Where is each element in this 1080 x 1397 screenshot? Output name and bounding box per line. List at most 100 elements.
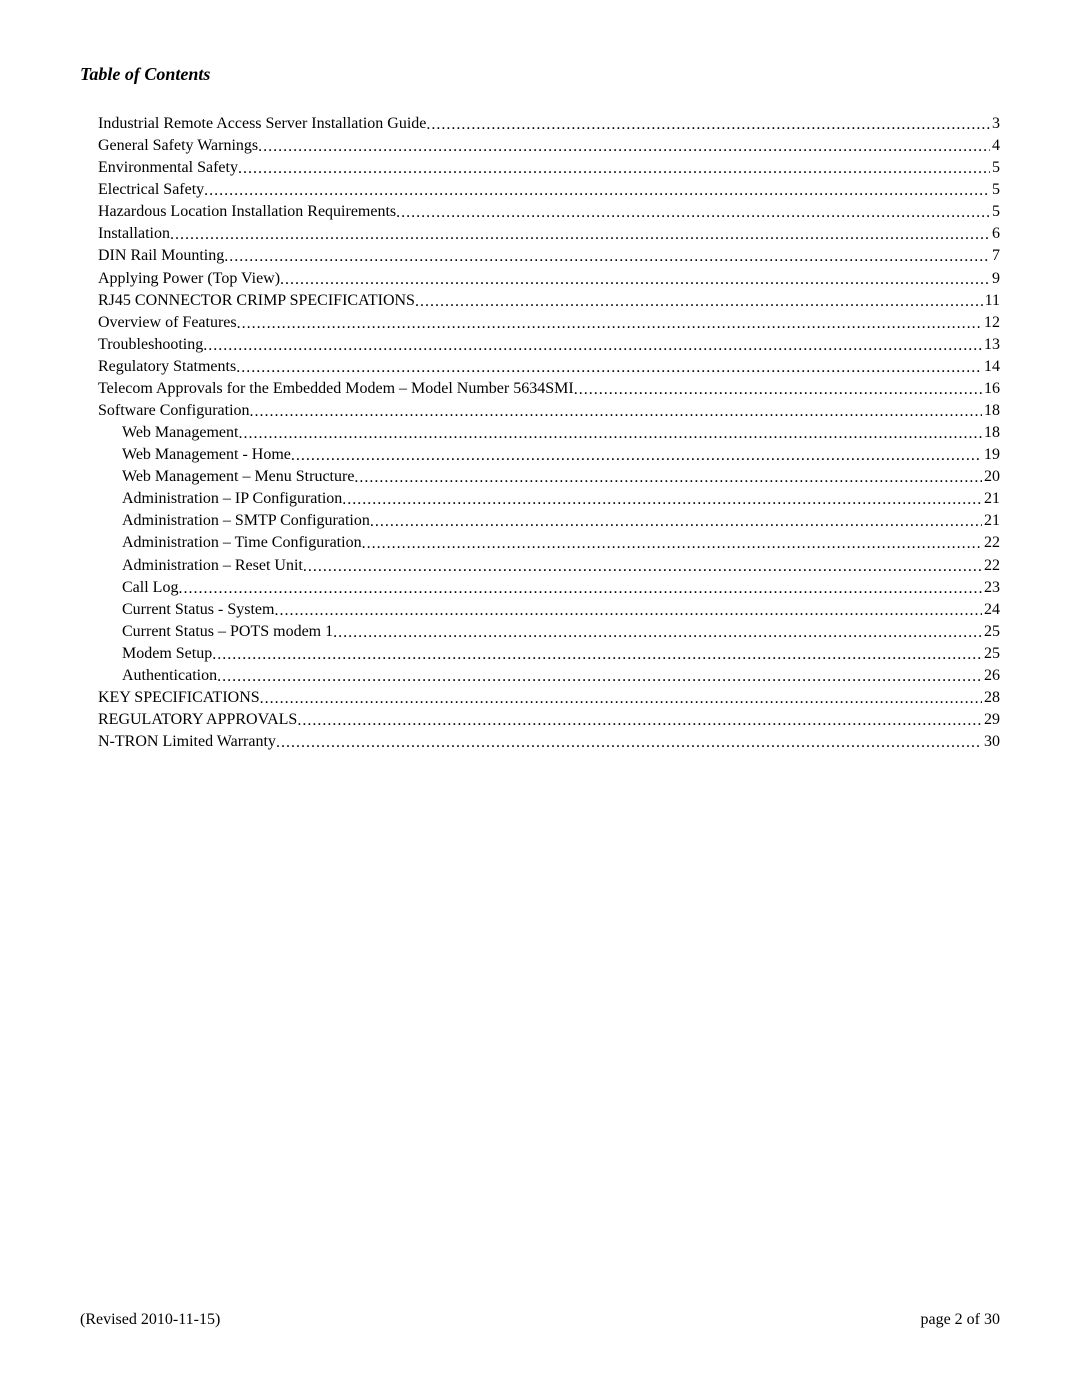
toc-entry-page: 21: [982, 510, 1000, 532]
toc-entry[interactable]: Administration – Reset Unit 22: [98, 555, 1000, 577]
toc-entry-page: 30: [982, 731, 1000, 753]
toc-leader: [274, 600, 982, 622]
toc-leader: [297, 710, 982, 732]
toc-entry-page: 9: [990, 268, 1000, 290]
toc-entry-page: 25: [982, 621, 1000, 643]
toc-entry[interactable]: Hazardous Location Installation Requirem…: [98, 201, 1000, 223]
toc-entry-title: Authentication: [122, 665, 217, 687]
toc-entry[interactable]: Authentication 26: [98, 665, 1000, 687]
toc-leader: [203, 335, 982, 357]
toc-leader: [280, 269, 990, 291]
toc-leader: [415, 291, 983, 313]
toc-entry[interactable]: Electrical Safety 5: [98, 179, 1000, 201]
toc-leader: [224, 246, 990, 268]
toc-entry-page: 13: [982, 334, 1000, 356]
toc-entry[interactable]: DIN Rail Mounting 7: [98, 245, 1000, 267]
toc-entry-page: 19: [982, 444, 1000, 466]
toc-leader: [574, 379, 982, 401]
footer-revised: (Revised 2010-11-15): [80, 1311, 220, 1329]
toc-leader: [238, 423, 982, 445]
toc-entry-page: 18: [982, 400, 1000, 422]
toc-entry[interactable]: Web Management - Home 19: [98, 444, 1000, 466]
toc-leader: [333, 622, 982, 644]
toc-entry[interactable]: N-TRON Limited Warranty 30: [98, 731, 1000, 753]
toc-leader: [396, 202, 990, 224]
toc-entry-page: 5: [990, 157, 1000, 179]
toc-entry[interactable]: Troubleshooting 13: [98, 334, 1000, 356]
toc-entry-page: 22: [982, 532, 1000, 554]
toc-entry-title: General Safety Warnings: [98, 135, 258, 157]
toc-entry-page: 22: [982, 555, 1000, 577]
toc-entry-title: Current Status – POTS modem 1: [122, 621, 333, 643]
toc-entry-page: 5: [990, 201, 1000, 223]
toc-leader: [291, 445, 982, 467]
toc-entry-title: Call Log: [122, 577, 178, 599]
toc-entry[interactable]: Environmental Safety5: [98, 157, 1000, 179]
toc-entry[interactable]: Call Log 23: [98, 577, 1000, 599]
toc-entry-title: Troubleshooting: [98, 334, 203, 356]
toc-entry-title: Industrial Remote Access Server Installa…: [98, 113, 426, 135]
toc-entry[interactable]: General Safety Warnings 4: [98, 135, 1000, 157]
toc-entry[interactable]: Web Management 18: [98, 422, 1000, 444]
toc-entry-title: Installation: [98, 223, 170, 245]
toc-entry-title: Web Management: [122, 422, 238, 444]
toc-entry-page: 26: [982, 665, 1000, 687]
toc-entry-title: Software Configuration: [98, 400, 250, 422]
toc-entry-page: 18: [982, 422, 1000, 444]
toc-entry-page: 5: [990, 179, 1000, 201]
toc-entry[interactable]: Telecom Approvals for the Embedded Modem…: [98, 378, 1000, 400]
toc-entry[interactable]: Administration – Time Configuration 22: [98, 532, 1000, 554]
toc-leader: [362, 533, 982, 555]
toc-entry-page: 14: [982, 356, 1000, 378]
toc-entry-title: Administration – SMTP Configuration: [122, 510, 370, 532]
toc-entry[interactable]: Administration – SMTP Configuration 21: [98, 510, 1000, 532]
toc-entry[interactable]: KEY SPECIFICATIONS28: [98, 687, 1000, 709]
toc-entry-title: Administration – Time Configuration: [122, 532, 362, 554]
toc-entry[interactable]: Industrial Remote Access Server Installa…: [98, 113, 1000, 135]
toc-entry-title: Current Status - System: [122, 599, 274, 621]
toc-entry[interactable]: Applying Power (Top View) 9: [98, 268, 1000, 290]
toc-entry[interactable]: RJ45 CONNECTOR CRIMP SPECIFICATIONS 11: [98, 290, 1000, 312]
toc-entry-page: 3: [990, 113, 1000, 135]
toc-heading: Table of Contents: [80, 64, 1000, 85]
footer-page-number: page 2 of 30: [920, 1311, 1000, 1329]
toc-entry-title: Applying Power (Top View): [98, 268, 280, 290]
toc-entry-title: REGULATORY APPROVALS: [98, 709, 297, 731]
toc-entry-title: Electrical Safety: [98, 179, 204, 201]
toc-entry[interactable]: Software Configuration 18: [98, 400, 1000, 422]
toc-entry[interactable]: REGULATORY APPROVALS29: [98, 709, 1000, 731]
toc-entry[interactable]: Web Management – Menu Structure 20: [98, 466, 1000, 488]
toc-entry-page: 20: [982, 466, 1000, 488]
toc-leader: [236, 357, 982, 379]
toc-entry-page: 28: [982, 687, 1000, 709]
toc-entry-page: 12: [982, 312, 1000, 334]
toc-entry[interactable]: Current Status – POTS modem 1 25: [98, 621, 1000, 643]
toc-leader: [258, 136, 990, 158]
toc-entry-title: N-TRON Limited Warranty: [98, 731, 276, 753]
toc-entry-page: 7: [990, 245, 1000, 267]
toc-entry[interactable]: Modem Setup 25: [98, 643, 1000, 665]
toc-entry[interactable]: Overview of Features12: [98, 312, 1000, 334]
toc-leader: [238, 158, 990, 180]
toc-entry[interactable]: Current Status - System 24: [98, 599, 1000, 621]
toc-leader: [178, 578, 982, 600]
toc-entry[interactable]: Regulatory Statments14: [98, 356, 1000, 378]
toc-leader: [250, 401, 982, 423]
toc-entry-title: DIN Rail Mounting: [98, 245, 224, 267]
toc-entry-page: 25: [982, 643, 1000, 665]
toc-entry[interactable]: Installation 6: [98, 223, 1000, 245]
toc-leader: [170, 224, 990, 246]
toc-entry-title: Web Management - Home: [122, 444, 291, 466]
toc-leader: [354, 467, 982, 489]
toc-entry-title: Administration – IP Configuration: [122, 488, 342, 510]
toc-entry-title: Modem Setup: [122, 643, 212, 665]
toc-entry-page: 16: [982, 378, 1000, 400]
page-footer: (Revised 2010-11-15) page 2 of 30: [80, 1311, 1000, 1329]
toc-entry-page: 11: [983, 290, 1000, 312]
toc-leader: [426, 114, 990, 136]
toc-entry-page: 6: [990, 223, 1000, 245]
toc-entry-page: 4: [990, 135, 1000, 157]
toc-entry-title: RJ45 CONNECTOR CRIMP SPECIFICATIONS: [98, 290, 415, 312]
toc-entry[interactable]: Administration – IP Configuration 21: [98, 488, 1000, 510]
toc-entry-page: 23: [982, 577, 1000, 599]
